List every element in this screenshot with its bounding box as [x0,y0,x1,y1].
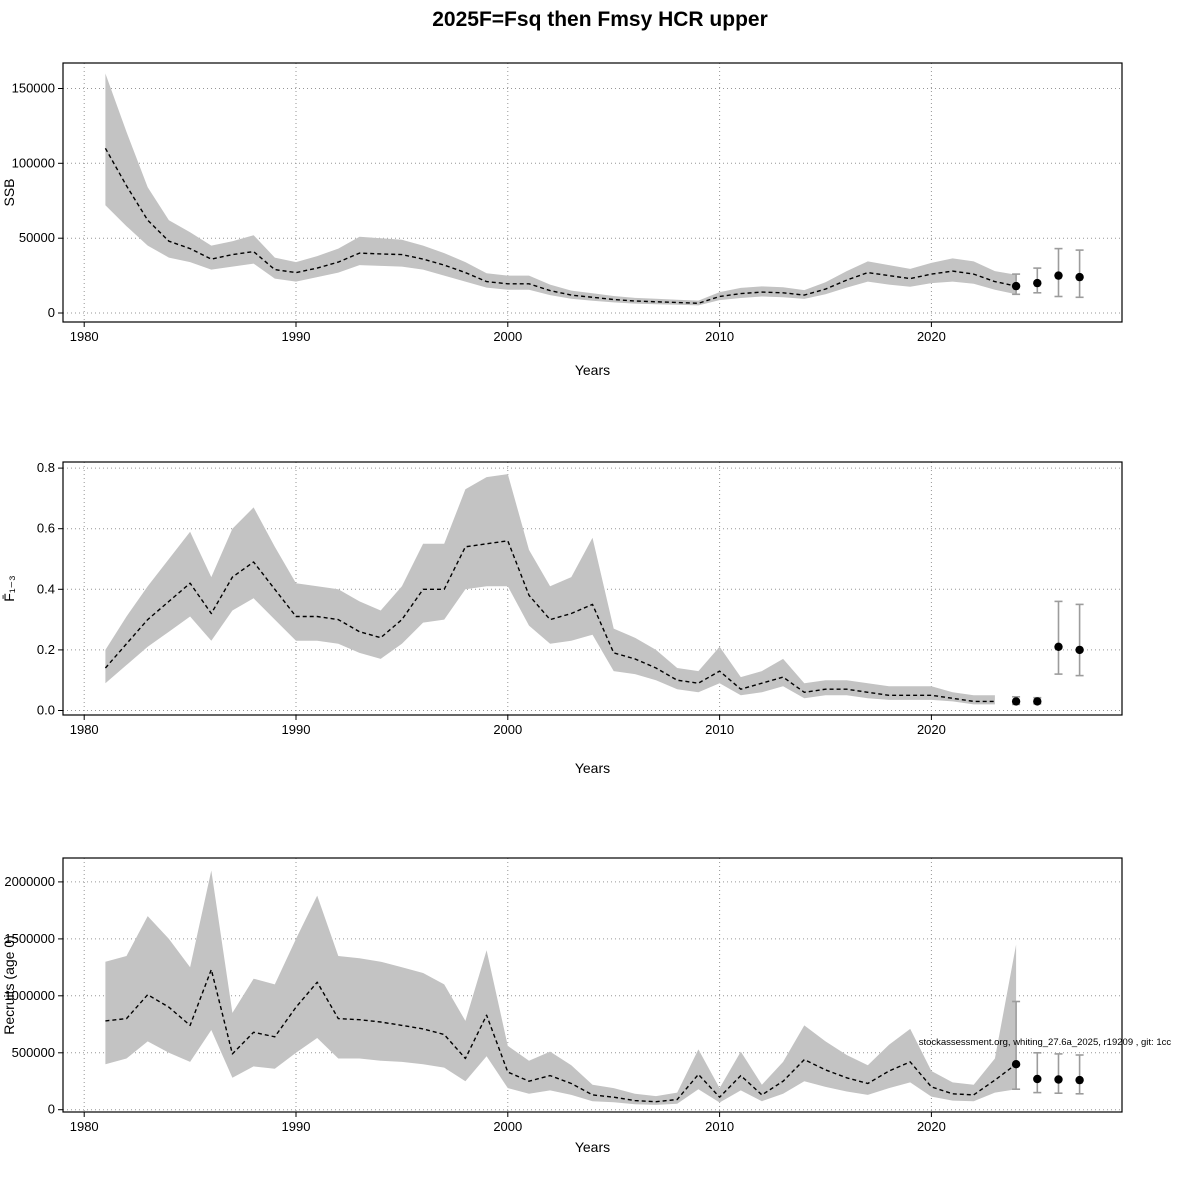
recruits-panel: 1980 1990 2000 2010 2020 0 500000 1000000 150000… [0,800,1200,1200]
forecast-point [1075,645,1084,655]
recruits-plot-svg: 1980 1990 2000 2010 2020 0 500000 1000000 150000… [1,857,1172,1155]
x-tick-label: 2020 [917,1119,946,1134]
x-tick-label: 2020 [917,329,946,344]
forecast-point [1054,1075,1063,1084]
y-tick-label: 0 [48,305,55,320]
x-tick-label: 2000 [493,722,522,737]
y-axis-title: F̄₁₋₃ [1,575,17,601]
confidence-band [105,474,995,705]
confidence-band [105,73,1017,306]
x-tick-label: 2010 [705,722,734,737]
forecast-point [1033,697,1042,706]
y-tick-label: 0.8 [37,460,55,475]
forecast-point [1011,281,1021,291]
y-tick-label: 2000000 [4,874,55,889]
y-tick-label: 50000 [19,230,55,245]
x-tick-label: 2010 [705,1119,734,1134]
forecast-point [1054,271,1063,280]
y-axis-title: Recruits (age 0) [1,935,17,1035]
x-tick-label: 1990 [282,329,311,344]
forecast-point [1033,1074,1042,1084]
plot-frame [62,461,1123,716]
y-tick-label: 0.2 [37,642,55,657]
x-tick-label: 2020 [917,722,946,737]
y-tick-label: 0 [48,1102,55,1117]
y-tick-label: 0.6 [37,521,55,536]
forecast-point [1011,697,1021,706]
forecast-point [1075,1075,1084,1085]
forecast-point [1075,272,1084,282]
forecast-point [1011,1060,1021,1069]
y-tick-label: 0.0 [37,703,55,718]
fbar-panel: 1980 1990 2000 2010 2020 0.0 0.2 0.4 0.6 0.8 Years… [0,400,1200,800]
x-tick-label: 2010 [705,329,734,344]
y-tick-label: 0.4 [37,581,55,596]
ssb-panel: 1980 1990 2000 2010 2020 0 50000 100000 150000 Ye… [0,40,1200,400]
median-line [104,540,995,703]
x-axis-title: Years [575,1139,610,1155]
plot-frame [62,62,1123,323]
figure-title: 2025F=Fsq then Fmsy HCR upper [432,8,768,31]
plot-frame [62,857,1123,1113]
y-tick-label: 150000 [12,81,55,96]
x-axis-title: Years [575,760,610,776]
watermark-text: stockassessment.org, whiting_27.6a_2025,… [919,1037,1172,1048]
x-tick-label: 2000 [493,329,522,344]
confidence-band [105,870,1017,1105]
x-tick-label: 1990 [282,1119,311,1134]
x-tick-label: 1990 [282,722,311,737]
median-line [104,147,1017,304]
y-tick-label: 1500000 [4,931,55,946]
y-tick-label: 500000 [12,1045,55,1060]
x-tick-label: 1980 [70,329,99,344]
x-axis-title: Years [575,362,610,378]
y-axis-title: SSB [1,178,17,206]
forecast-point [1054,642,1063,651]
x-tick-label: 2000 [493,1119,522,1134]
forecast-point [1033,278,1042,288]
x-tick-label: 1980 [70,1119,99,1134]
y-tick-label: 1000000 [4,988,55,1003]
ssb-plot-svg: 1980 1990 2000 2010 2020 0 50000 100000 150000 Ye… [1,62,1123,378]
fbar-plot-svg: 1980 1990 2000 2010 2020 0.0 0.2 0.4 0.6 0.8 Years… [1,460,1123,776]
y-tick-label: 100000 [12,155,55,170]
x-tick-label: 1980 [70,722,99,737]
